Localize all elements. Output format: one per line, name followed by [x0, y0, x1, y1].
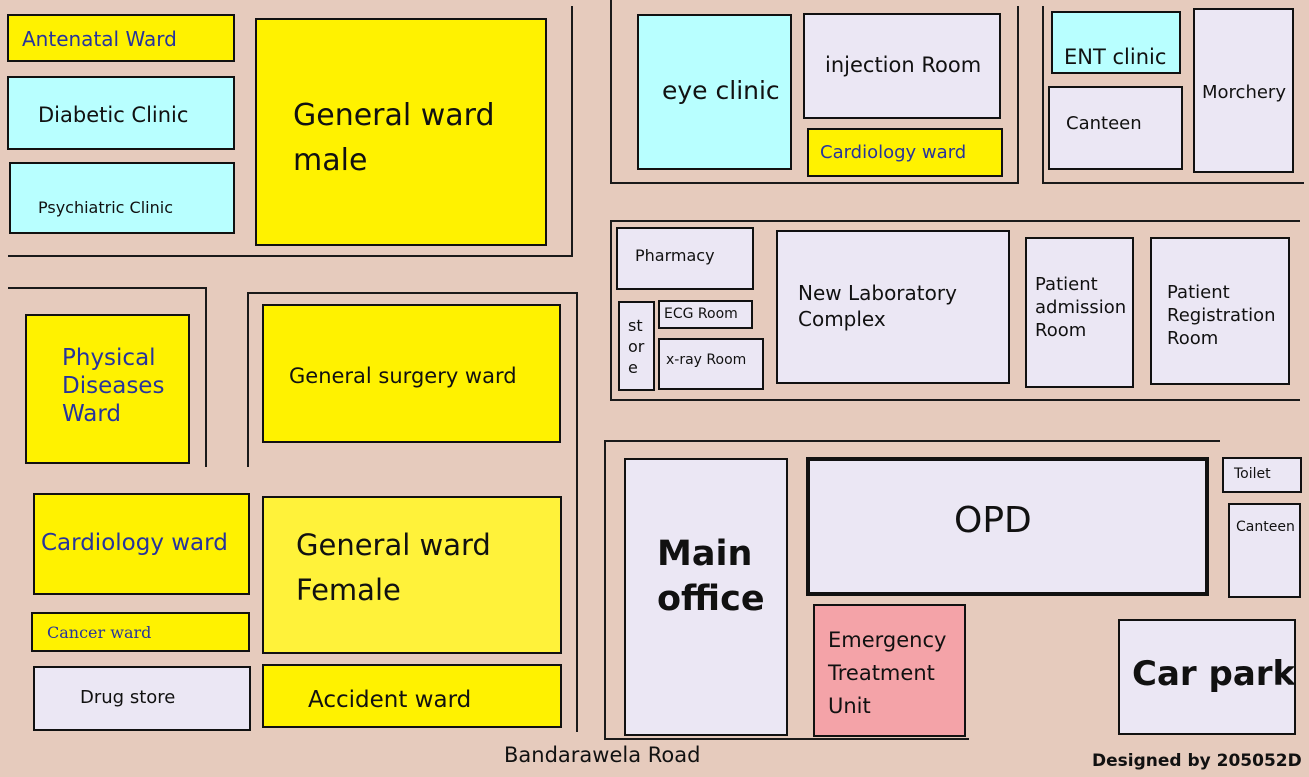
car-park-label: Car park [1132, 654, 1296, 694]
main-office[interactable]: Main office [624, 458, 788, 736]
eye-clinic[interactable]: eye clinic [637, 14, 792, 170]
physical-diseases-ward-label: Physical Diseases Ward [62, 345, 165, 427]
cancer-ward-label: Cancer ward [47, 623, 152, 642]
antenatal-ward-label: Antenatal Ward [22, 27, 177, 51]
canteen-top-label: Canteen [1066, 113, 1142, 134]
ent-clinic[interactable]: ENT clinic [1051, 11, 1181, 74]
toilet-label: Toilet [1234, 466, 1271, 482]
xray-room-label: x-ray Room [666, 352, 747, 368]
designer-label: Designed by 205052D [1092, 751, 1302, 771]
morchery-label: Morchery [1202, 82, 1286, 103]
path-line [604, 440, 606, 740]
opd[interactable]: OPD [806, 457, 1209, 596]
ecg-room-label: ECG Room [664, 306, 738, 322]
emergency-treatment-unit[interactable]: Emergency Treatment Unit [813, 604, 966, 737]
path-line [576, 292, 578, 732]
patient-admission-room[interactable]: Patient admission Room [1025, 237, 1134, 388]
general-ward-male[interactable]: General ward male [255, 18, 547, 246]
drug-store[interactable]: Drug store [33, 666, 251, 731]
path-line [610, 220, 612, 400]
cancer-ward[interactable]: Cancer ward [31, 612, 250, 652]
cardiology-ward-left[interactable]: Cardiology ward [33, 493, 250, 595]
path-line [205, 287, 207, 467]
injection-room[interactable]: injection Room [803, 13, 1001, 119]
general-surgery-ward[interactable]: General surgery ward [262, 304, 561, 443]
path-line [610, 399, 1300, 401]
xray-room[interactable]: x-ray Room [658, 338, 764, 390]
cardiology-ward-top[interactable]: Cardiology ward [807, 128, 1003, 177]
path-line [1042, 6, 1044, 184]
ecg-room[interactable]: ECG Room [658, 300, 753, 329]
emergency-treatment-unit-label: Emergency Treatment Unit [828, 628, 947, 718]
store[interactable]: st or e [618, 301, 655, 391]
path-line [247, 292, 249, 467]
eye-clinic-label: eye clinic [662, 76, 780, 105]
path-line [1017, 6, 1019, 184]
path-line [604, 440, 1220, 442]
patient-admission-room-label: Patient admission Room [1035, 274, 1127, 341]
path-line [247, 292, 577, 294]
new-laboratory-complex-label: New Laboratory Complex [798, 281, 957, 331]
physical-diseases-ward[interactable]: Physical Diseases Ward [25, 314, 190, 464]
patient-registration-room-label: Patient Registration Room [1167, 282, 1276, 349]
toilet[interactable]: Toilet [1222, 457, 1302, 493]
patient-registration-room[interactable]: Patient Registration Room [1150, 237, 1290, 385]
new-laboratory-complex[interactable]: New Laboratory Complex [776, 230, 1010, 384]
cardiology-ward-top-label: Cardiology ward [820, 142, 967, 163]
general-ward-male-label: General ward male [293, 98, 495, 178]
diabetic-clinic-label: Diabetic Clinic [38, 103, 189, 127]
morchery[interactable]: Morchery [1193, 8, 1294, 173]
diabetic-clinic[interactable]: Diabetic Clinic [7, 76, 235, 150]
pharmacy[interactable]: Pharmacy [616, 227, 754, 290]
accident-ward-label: Accident ward [308, 687, 472, 713]
path-line [1042, 182, 1304, 184]
path-line [604, 738, 969, 740]
path-line [610, 182, 1018, 184]
path-line [610, 0, 612, 183]
cardiology-ward-left-label: Cardiology ward [41, 530, 228, 556]
main-office-label: Main office [657, 534, 765, 619]
opd-label: OPD [954, 500, 1032, 541]
path-line [8, 255, 573, 257]
path-line [8, 287, 206, 289]
road-label: Bandarawela Road [504, 743, 701, 767]
pharmacy-label: Pharmacy [635, 246, 715, 265]
general-surgery-ward-label: General surgery ward [289, 364, 517, 388]
psychiatric-clinic-label: Psychiatric Clinic [38, 198, 173, 217]
canteen-right[interactable]: Canteen [1228, 503, 1301, 598]
antenatal-ward[interactable]: Antenatal Ward [7, 14, 235, 62]
general-ward-female[interactable]: General ward Female [262, 496, 562, 654]
canteen-top[interactable]: Canteen [1048, 86, 1183, 170]
ent-clinic-label: ENT clinic [1064, 45, 1167, 69]
store-label: st or e [628, 316, 645, 377]
drug-store-label: Drug store [80, 687, 176, 708]
path-line [571, 6, 573, 256]
canteen-right-label: Canteen [1236, 519, 1295, 535]
accident-ward[interactable]: Accident ward [262, 664, 562, 728]
car-park[interactable]: Car park [1118, 619, 1296, 735]
psychiatric-clinic[interactable]: Psychiatric Clinic [9, 162, 235, 234]
injection-room-label: injection Room [825, 53, 982, 77]
general-ward-female-label: General ward Female [296, 528, 491, 607]
path-line [610, 220, 1300, 222]
